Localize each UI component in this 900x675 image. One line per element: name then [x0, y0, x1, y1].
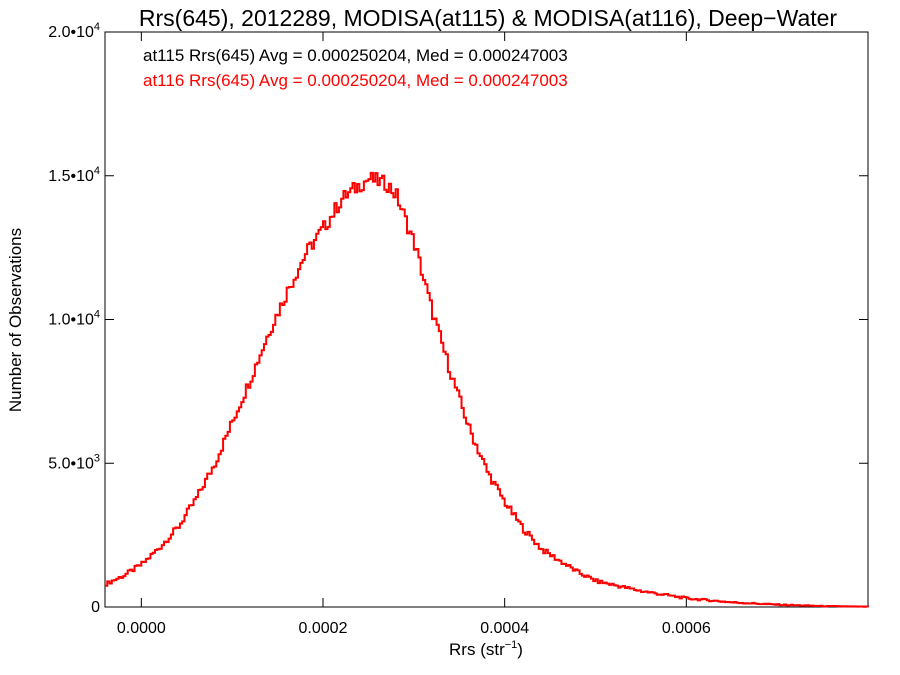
x-tick-label: 0.0000	[117, 620, 166, 637]
y-tick-label: 1.0•104	[48, 309, 100, 329]
series-histogram	[105, 171, 869, 608]
y-tick-label: 1.5•104	[48, 165, 100, 185]
y-tick-label: 5.0•103	[48, 452, 100, 472]
annotation-0: at115 Rrs(645) Avg = 0.000250204, Med = …	[143, 46, 568, 65]
x-axis-label: Rrs (str−1)	[449, 639, 523, 659]
x-tick-label: 0.0006	[662, 620, 711, 637]
x-tick-label: 0.0004	[480, 620, 529, 637]
x-tick-label: 0.0002	[299, 620, 348, 637]
y-axis-label: Number of Observations	[6, 228, 25, 412]
y-tick-label: 0	[91, 599, 100, 616]
plot-frame	[104, 31, 869, 608]
y-tick-label: 2.0•104	[48, 21, 100, 41]
annotation-1: at116 Rrs(645) Avg = 0.000250204, Med = …	[143, 71, 568, 90]
chart-title: Rrs(645), 2012289, MODISA(at115) & MODIS…	[139, 5, 838, 31]
axis-ticks: 0.0000 0.0002 0.0004 0.0006 0 5.0•103 1.0•104 1…	[48, 21, 868, 637]
annotations: at115 Rrs(645) Avg = 0.000250204, Med = …	[143, 46, 568, 90]
